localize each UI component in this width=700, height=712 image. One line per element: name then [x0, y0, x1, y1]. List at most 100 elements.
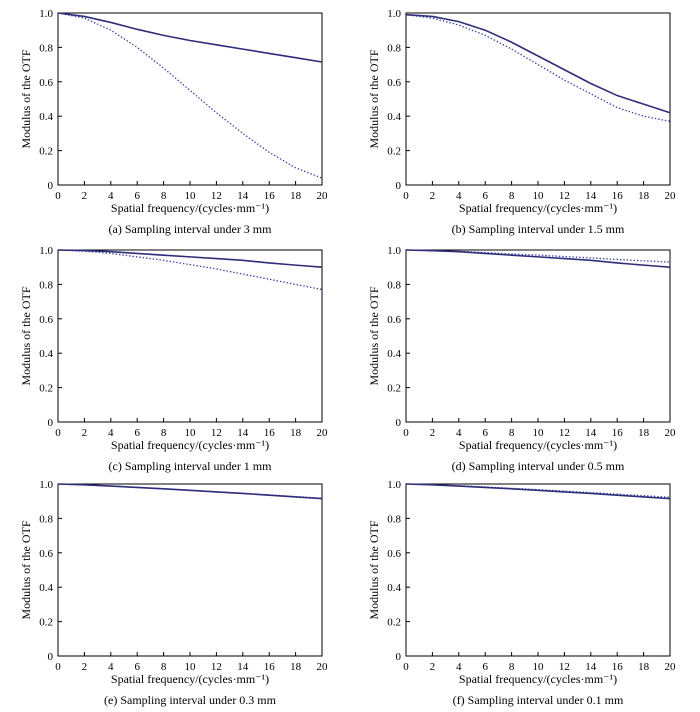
- x-tick-label: 12: [559, 661, 570, 673]
- y-tick-label: 0.4: [39, 111, 53, 123]
- x-axis-title: Spatial frequency/(cycles·mm⁻¹): [111, 201, 269, 215]
- y-tick-label: 1.0: [39, 479, 53, 491]
- x-tick-label: 12: [211, 661, 222, 673]
- y-tick-label: 1.0: [39, 245, 53, 257]
- y-tick-label: 0.6: [39, 314, 53, 326]
- y-axis-title: Modulus of the OTF: [19, 520, 33, 619]
- y-tick-label: 0.6: [387, 314, 401, 326]
- y-tick-label: 0.6: [387, 548, 401, 560]
- x-tick-label: 6: [482, 190, 488, 202]
- x-tick-label: 8: [509, 427, 515, 439]
- plot-frame: [57, 483, 323, 657]
- x-tick-label: 12: [211, 427, 222, 439]
- x-tick-label: 18: [290, 661, 302, 673]
- x-tick-label: 6: [134, 190, 140, 202]
- panel-caption: (b) Sampling interval under 1.5 mm: [452, 222, 625, 236]
- y-tick-label: 0.8: [39, 513, 53, 525]
- y-tick-label: 0: [48, 180, 54, 192]
- x-tick-label: 8: [161, 661, 167, 673]
- y-tick-label: 0.4: [387, 348, 401, 360]
- panel-caption: (c) Sampling interval under 1 mm: [109, 459, 273, 473]
- panel-caption: (e) Sampling interval under 0.3 mm: [104, 693, 277, 707]
- x-tick-label: 14: [237, 661, 249, 673]
- x-tick-label: 8: [509, 190, 515, 202]
- series-line-dotted: [57, 12, 323, 179]
- y-tick-label: 0.8: [387, 42, 401, 54]
- x-tick-label: 16: [264, 190, 276, 202]
- series-line-dotted: [405, 14, 671, 122]
- x-tick-label: 6: [134, 661, 140, 673]
- x-tick-label: 2: [430, 661, 436, 673]
- y-tick-label: 0.8: [387, 279, 401, 291]
- series-line-solid: [57, 12, 323, 63]
- x-tick-label: 6: [482, 661, 488, 673]
- x-tick-label: 18: [638, 427, 650, 439]
- plot-frame: [405, 483, 671, 657]
- x-tick-label: 4: [108, 190, 114, 202]
- y-tick-label: 0.2: [387, 383, 401, 395]
- x-tick-label: 4: [456, 190, 462, 202]
- x-tick-label: 18: [638, 661, 650, 673]
- y-tick-label: 0.2: [39, 146, 53, 158]
- y-tick-label: 1.0: [387, 479, 401, 491]
- y-tick-label: 0.2: [39, 383, 53, 395]
- x-tick-label: 16: [612, 661, 624, 673]
- x-tick-label: 6: [482, 427, 488, 439]
- x-tick-label: 16: [264, 661, 276, 673]
- x-tick-label: 20: [317, 661, 329, 673]
- y-tick-label: 0: [48, 417, 54, 429]
- plot-frame: [405, 249, 671, 423]
- x-tick-label: 8: [509, 661, 515, 673]
- x-tick-label: 0: [403, 190, 409, 202]
- y-tick-label: 0: [396, 651, 402, 663]
- series-line-solid: [57, 483, 323, 500]
- x-tick-label: 18: [290, 427, 302, 439]
- chart-panel-a: 0 2 4 6 8 10 12 14 16 18 20 0 0.2 0.4 0.6 0.8 1.0 Spatial…: [19, 8, 328, 236]
- y-tick-label: 0.2: [387, 146, 401, 158]
- y-tick-label: 0.8: [39, 42, 53, 54]
- series-line-solid: [405, 13, 671, 114]
- x-tick-label: 0: [55, 661, 61, 673]
- panel-caption: (f) Sampling interval under 0.1 mm: [453, 693, 624, 707]
- x-tick-label: 0: [403, 661, 409, 673]
- x-tick-label: 10: [185, 427, 197, 439]
- x-tick-label: 16: [612, 190, 624, 202]
- y-axis-title: Modulus of the OTF: [367, 286, 381, 385]
- x-tick-label: 12: [211, 190, 222, 202]
- x-tick-label: 10: [185, 661, 197, 673]
- x-tick-label: 10: [185, 190, 197, 202]
- y-tick-label: 0.4: [387, 111, 401, 123]
- x-tick-label: 0: [403, 427, 409, 439]
- x-tick-label: 14: [585, 427, 597, 439]
- x-tick-label: 8: [161, 427, 167, 439]
- x-tick-label: 2: [82, 661, 88, 673]
- x-axis-title: Spatial frequency/(cycles·mm⁻¹): [459, 438, 617, 452]
- x-tick-label: 14: [585, 190, 597, 202]
- y-tick-label: 0.6: [39, 77, 53, 89]
- y-tick-label: 1.0: [387, 245, 401, 257]
- y-tick-label: 0.6: [39, 548, 53, 560]
- x-tick-label: 6: [134, 427, 140, 439]
- x-tick-label: 10: [533, 661, 545, 673]
- x-tick-label: 8: [161, 190, 167, 202]
- x-tick-label: 4: [456, 427, 462, 439]
- x-tick-label: 14: [237, 190, 249, 202]
- x-tick-label: 20: [317, 427, 329, 439]
- y-axis-title: Modulus of the OTF: [19, 286, 33, 385]
- series-line-dotted: [57, 249, 323, 291]
- x-tick-label: 2: [82, 427, 88, 439]
- x-axis-title: Spatial frequency/(cycles·mm⁻¹): [459, 201, 617, 215]
- x-tick-label: 0: [55, 427, 61, 439]
- y-tick-label: 0: [48, 651, 54, 663]
- y-tick-label: 0.8: [39, 279, 53, 291]
- x-tick-label: 12: [559, 190, 570, 202]
- x-tick-label: 10: [533, 190, 545, 202]
- y-tick-label: 0.2: [39, 617, 53, 629]
- x-tick-label: 14: [237, 427, 249, 439]
- y-tick-label: 0.4: [387, 582, 401, 594]
- y-tick-label: 0.4: [39, 582, 53, 594]
- x-tick-label: 20: [665, 661, 677, 673]
- y-tick-label: 0.4: [39, 348, 53, 360]
- x-axis-title: Spatial frequency/(cycles·mm⁻¹): [111, 438, 269, 452]
- y-tick-label: 0: [396, 180, 402, 192]
